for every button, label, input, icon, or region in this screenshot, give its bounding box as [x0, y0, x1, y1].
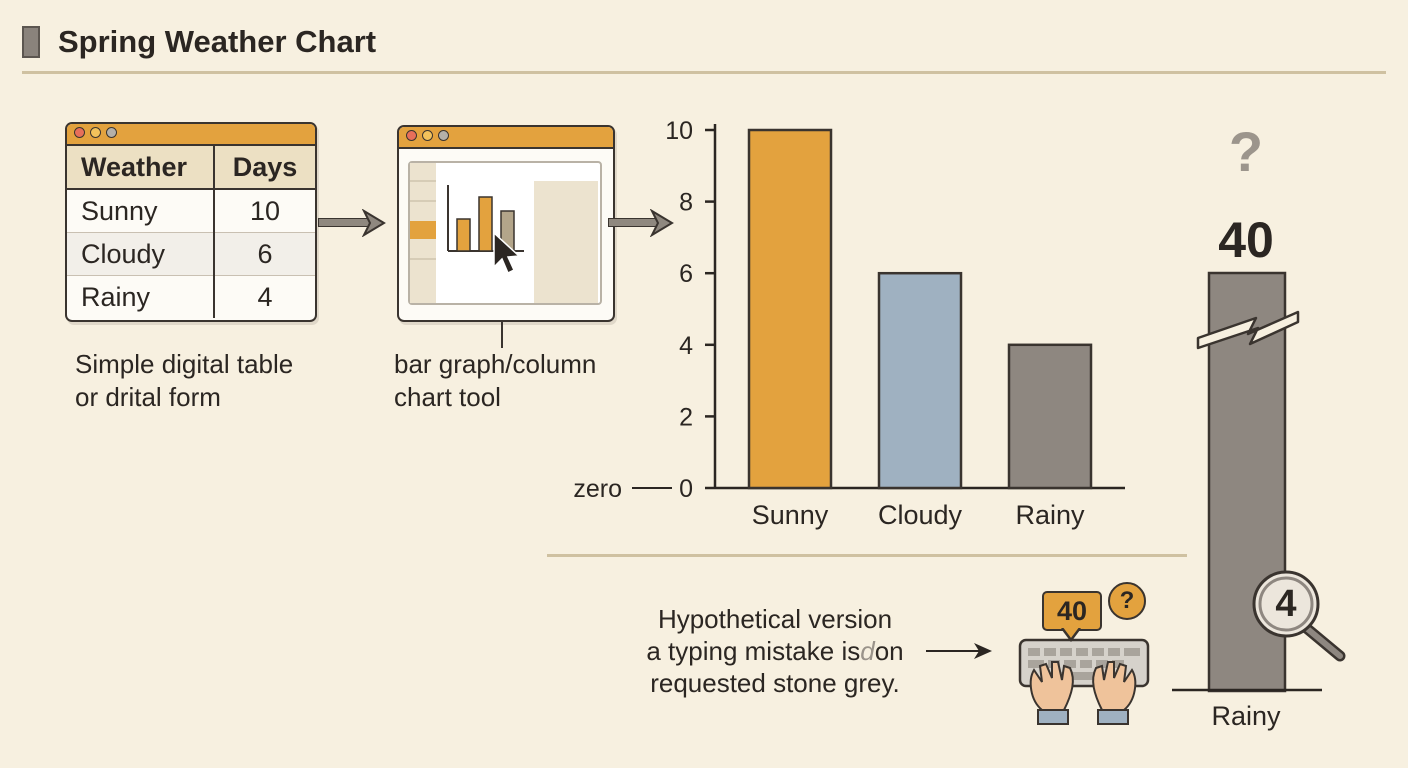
hypothetical-category-label: Rainy: [1211, 701, 1281, 731]
arrow-head-icon: [650, 209, 674, 237]
section-divider: [547, 554, 1187, 557]
chart-tool-canvas: [408, 161, 602, 305]
main-bar-chart: 0 2 4 6 8 10 zero Sunny Cloudy Rainy: [573, 117, 1125, 530]
bar-sunny: [747, 128, 833, 490]
typo-letter: d: [860, 636, 875, 666]
close-dot-icon: [406, 130, 417, 141]
hypothetical-line3: requested stone grey.: [650, 668, 900, 698]
window-titlebar: [399, 127, 613, 149]
close-dot-icon: [74, 127, 85, 138]
y-tick-label: 4: [679, 332, 693, 360]
row-label: Cloudy: [67, 232, 214, 276]
table-header-row: Weather Days: [67, 146, 315, 190]
page-title: Spring Weather Chart: [58, 24, 377, 59]
question-bubble: ?: [1108, 582, 1146, 620]
table-row: Rainy 4: [67, 275, 315, 318]
table-row: Sunny 10: [67, 188, 315, 233]
arrow-head-icon: [974, 643, 992, 659]
arrow-head-icon: [362, 209, 386, 237]
y-tick-label: 10: [665, 117, 693, 145]
row-label: Sunny: [67, 188, 214, 233]
zero-label: zero: [573, 475, 622, 503]
bar-chart-tool-icon: [410, 163, 598, 303]
weather-table: Weather Days Sunny 10 Cloudy 6 Rainy 4: [67, 146, 315, 318]
keyboard-hands-icon: [1018, 638, 1150, 725]
typo-bubble: 40: [1042, 591, 1102, 631]
row-value: 4: [213, 275, 315, 318]
table-caption-line2: or drital form: [75, 382, 221, 412]
row-value: 6: [213, 232, 315, 276]
row-value: 10: [213, 188, 315, 233]
note-arrow: [926, 650, 982, 652]
bubble-tail-icon: [1061, 628, 1081, 642]
x-category-label: Rainy: [1015, 500, 1085, 530]
x-category-label: Cloudy: [878, 500, 963, 530]
magnifier-value: 4: [1275, 583, 1297, 625]
maximize-dot-icon: [106, 127, 117, 138]
y-tick-label: 0: [679, 475, 693, 503]
tool-caption-line2: chart tool: [394, 382, 501, 412]
y-tick-label: 8: [679, 189, 693, 217]
maximize-dot-icon: [438, 130, 449, 141]
table-window: Weather Days Sunny 10 Cloudy 6 Rainy 4: [65, 122, 317, 322]
header-weather: Weather: [67, 146, 214, 190]
pointer-line: [501, 322, 503, 348]
title-divider: [22, 71, 1386, 74]
tool-caption-line1: bar graph/column: [394, 349, 597, 379]
table-caption-line1: Simple digital table: [75, 349, 294, 379]
table-row: Cloudy 6: [67, 232, 315, 276]
bar-cloudy: [877, 271, 963, 490]
question-mark-icon: ?: [1228, 120, 1264, 183]
y-tick-label: 6: [679, 260, 693, 288]
x-category-label: Sunny: [752, 500, 829, 530]
hypothetical-note: Hypothetical version a typing mistake is…: [632, 603, 918, 699]
minimize-dot-icon: [422, 130, 433, 141]
magnifier-icon: [1252, 570, 1346, 662]
hypothetical-value-label: 40: [1218, 212, 1274, 268]
header-days: Days: [213, 146, 315, 190]
bar-rainy: [1007, 343, 1093, 490]
minimize-dot-icon: [90, 127, 101, 138]
row-label: Rainy: [67, 275, 214, 318]
y-tick-label: 2: [679, 403, 693, 431]
title-marker: [22, 26, 40, 58]
window-titlebar: [67, 124, 315, 146]
hypothetical-line1: Hypothetical version: [657, 604, 893, 634]
hypothetical-line2: a typing mistake isdon: [646, 636, 904, 666]
